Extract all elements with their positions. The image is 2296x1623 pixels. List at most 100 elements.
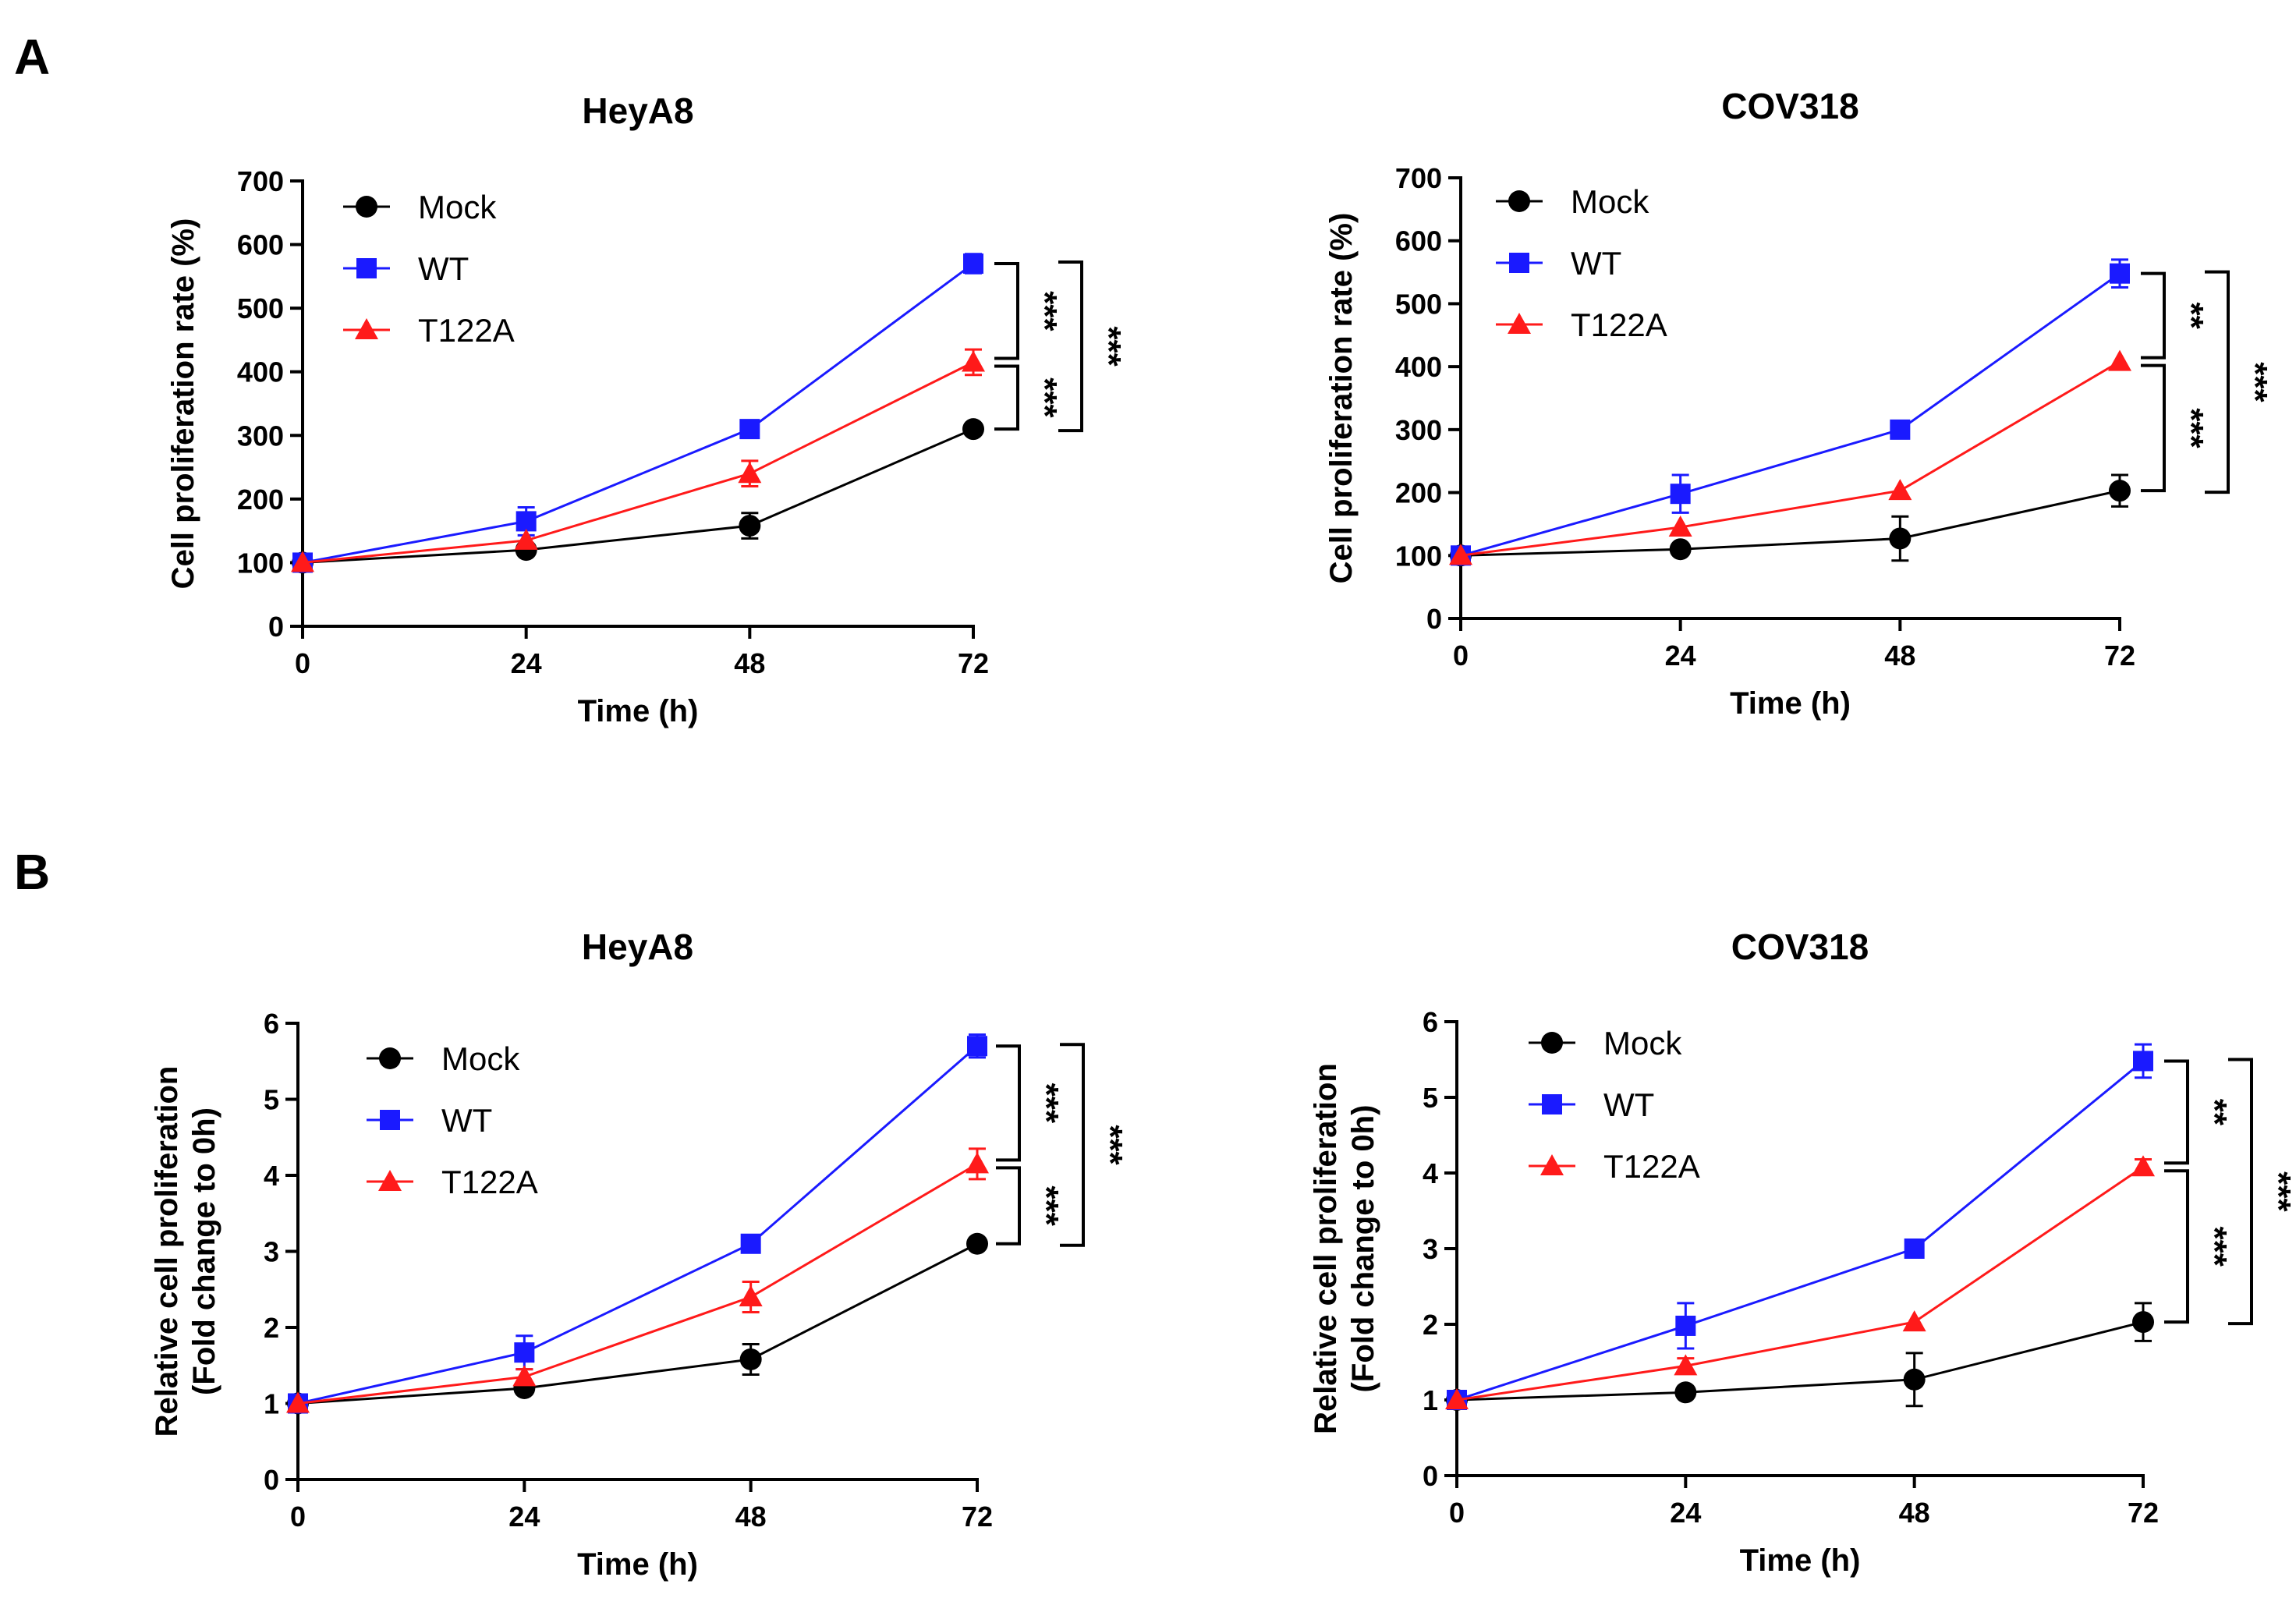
- y-tick-label: 100: [237, 547, 284, 579]
- data-point: [740, 1233, 761, 1254]
- data-point: [739, 1348, 762, 1370]
- series-line: [1460, 489, 2121, 557]
- series-t122a: [1445, 1155, 2155, 1409]
- significance-label: **: [2195, 1099, 2234, 1126]
- data-point: [514, 1342, 535, 1363]
- x-tick-label: 48: [735, 1501, 767, 1533]
- significance-label: ***: [1091, 1125, 1129, 1165]
- significance-label: **: [2172, 303, 2210, 330]
- legend-label: WT: [418, 250, 469, 287]
- x-tick-label: 0: [295, 647, 310, 679]
- x-tick-label: 72: [2128, 1497, 2159, 1529]
- y-tick-label: 4: [1423, 1157, 1438, 1189]
- series-line: [302, 361, 974, 564]
- series-wt: [292, 253, 983, 573]
- data-point: [1903, 1368, 1926, 1391]
- legend-marker: [355, 318, 378, 339]
- y-tick-label: 700: [1395, 162, 1442, 194]
- y-axis-label: Cell proliferation rate (%): [1324, 213, 1359, 584]
- y-axis-label-line-2: (Fold change to 0h): [1346, 1105, 1380, 1393]
- significance-label: ***: [1027, 1185, 1065, 1226]
- y-tick-label: 6: [1423, 1006, 1438, 1038]
- series-line: [297, 1242, 978, 1405]
- chart-4: COV318 0 1 2 3 4 5 6 0 24 48 72 Time (h) Relative cel…: [1309, 927, 2296, 1578]
- y-tick-label: 400: [1395, 351, 1442, 383]
- x-tick-label: 24: [511, 647, 542, 679]
- significance-bracket: [2141, 271, 2166, 360]
- series-t122a: [1449, 349, 2131, 565]
- series-line: [297, 1045, 978, 1405]
- data-point: [291, 551, 314, 572]
- significance-brackets: *** *** ***: [996, 1043, 1129, 1247]
- legend-marker: [1509, 253, 1529, 273]
- legend-label: T122A: [1571, 307, 1667, 343]
- legend: Mock WT T122A: [367, 1040, 538, 1200]
- x-tick-label: 72: [958, 647, 989, 679]
- x-tick-label: 0: [1453, 640, 1469, 672]
- x-axis-label: Time (h): [1730, 686, 1851, 721]
- legend-label: WT: [1571, 245, 1621, 282]
- x-axis-label: Time (h): [1740, 1543, 1861, 1578]
- series-line: [1460, 272, 2121, 557]
- significance-bracket: [2164, 1059, 2189, 1165]
- series-line: [1456, 1320, 2144, 1402]
- significance-bracket: [2141, 363, 2166, 493]
- legend-label: T122A: [418, 312, 515, 349]
- legend: Mock WT T122A: [343, 189, 515, 349]
- data-point: [1445, 1388, 1469, 1409]
- data-point: [963, 253, 983, 275]
- x-tick-label: 72: [2104, 640, 2135, 672]
- y-tick-label: 200: [1395, 477, 1442, 509]
- y-tick-label: 2: [1423, 1309, 1438, 1341]
- data-point: [286, 1391, 310, 1413]
- data-point: [2108, 349, 2131, 371]
- y-tick-label: 1: [264, 1388, 279, 1420]
- data-point: [739, 1285, 763, 1306]
- significance-bracket: [1060, 1043, 1085, 1247]
- data-point: [512, 1365, 537, 1387]
- data-point: [1888, 479, 1912, 501]
- chart-title: COV318: [1721, 86, 1858, 126]
- x-axis-label: Time (h): [577, 1547, 698, 1582]
- data-point: [966, 1152, 989, 1174]
- chart-title: COV318: [1731, 927, 1869, 967]
- data-point: [1904, 1239, 1925, 1259]
- y-axis-label-line-1: Relative cell proliferation: [1309, 1063, 1343, 1434]
- data-point: [514, 528, 538, 550]
- y-axis-label-line-2: (Fold change to 0h): [187, 1107, 221, 1395]
- panel-letter-b: B: [14, 844, 50, 900]
- data-point: [2133, 1051, 2153, 1072]
- data-point: [516, 511, 537, 532]
- y-tick-label: 600: [237, 229, 284, 261]
- x-tick-label: 48: [1884, 640, 1915, 672]
- x-axis-label: Time (h): [578, 694, 699, 728]
- significance-label: ***: [1026, 291, 1064, 331]
- significance-bracket: [2228, 1058, 2253, 1326]
- series-line: [1460, 360, 2121, 557]
- legend-label: T122A: [1603, 1148, 1700, 1185]
- series-t122a: [286, 1147, 989, 1413]
- legend-marker: [1508, 190, 1530, 212]
- significance-brackets: ********: [2141, 270, 2274, 494]
- y-tick-label: 3: [264, 1236, 279, 1268]
- significance-label: ***: [1090, 326, 1128, 367]
- data-point: [738, 462, 762, 484]
- data-point: [962, 418, 984, 441]
- data-point: [2132, 1311, 2154, 1334]
- y-tick-label: 5: [1423, 1082, 1438, 1114]
- significance-label: ***: [2172, 408, 2210, 448]
- y-tick-label: 100: [1395, 540, 1442, 572]
- significance-bracket: [996, 1044, 1021, 1162]
- chart-title: HeyA8: [582, 927, 693, 967]
- series-line: [297, 1163, 978, 1405]
- x-tick-label: 48: [1899, 1497, 1930, 1529]
- y-tick-label: 5: [264, 1084, 279, 1116]
- series-line: [302, 262, 974, 564]
- series-line: [1456, 1165, 2144, 1402]
- series-mock: [292, 418, 984, 574]
- significance-bracket: [994, 262, 1019, 360]
- legend-marker: [1508, 313, 1531, 334]
- significance-label: ***: [1027, 1083, 1065, 1124]
- y-tick-label: 300: [237, 420, 284, 452]
- legend-marker: [1540, 1154, 1564, 1175]
